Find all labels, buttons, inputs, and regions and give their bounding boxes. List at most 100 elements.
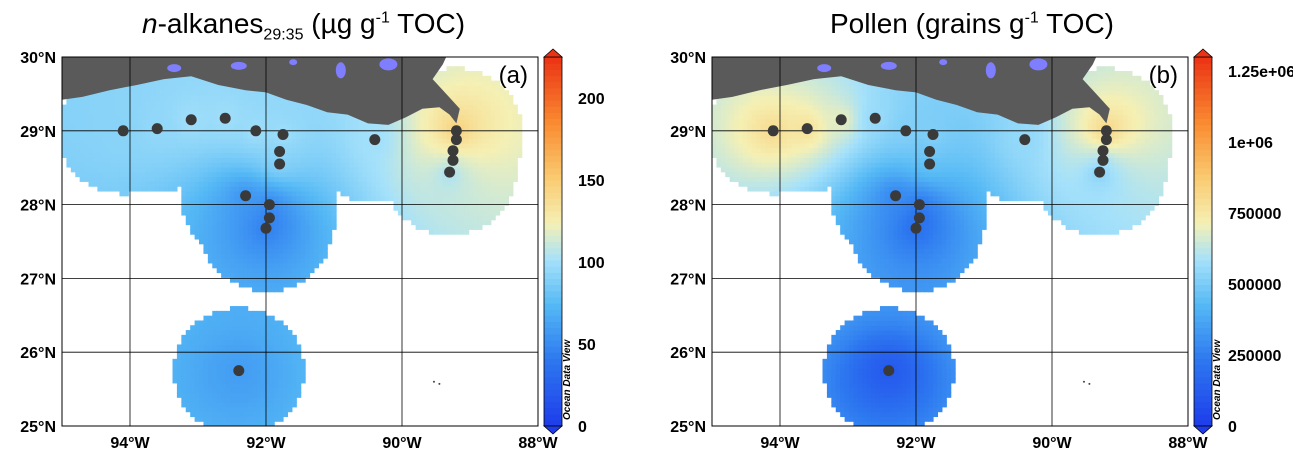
field-cell [437,152,443,158]
field-cell [840,344,846,350]
field-cell [150,99,156,106]
field-cell [517,152,523,158]
field-cell [216,186,222,192]
field-cell [163,157,169,163]
field-cell [756,128,762,134]
field-cell [194,416,200,422]
field-cell [486,128,492,134]
field-cell [216,171,222,178]
field-cell [221,190,227,197]
y-tick-label: 27°N [20,271,56,288]
field-cell [190,368,196,374]
field-cell [207,99,213,106]
field-cell [406,190,412,197]
field-cell [742,128,748,134]
field-cell [221,147,227,154]
field-cell [756,152,762,158]
field-cell [495,205,501,211]
field-cell [720,162,726,168]
field-cell [831,128,837,134]
field-cell [490,138,496,144]
field-cell [278,267,284,274]
field-cell [464,229,470,235]
field-cell [849,157,855,163]
field-cell [831,387,837,394]
field-cell [344,118,350,125]
field-cell [181,171,187,178]
field-cell [406,176,412,182]
field-cell [291,402,297,408]
field-cell [260,133,266,139]
field-cell [765,118,771,125]
field-cell [353,186,359,192]
field-cell [442,109,448,115]
field-cell [132,123,138,130]
field-cell [844,123,850,130]
field-cell [128,142,134,149]
field-cell [269,392,275,398]
field-cell [358,147,364,154]
field-cell [287,363,293,370]
field-cell [800,157,806,163]
field-cell [508,147,514,154]
field-cell [822,80,828,87]
field-cell [344,147,350,154]
field-cell [411,195,417,202]
field-cell [844,368,850,374]
field-cell [194,344,200,350]
field-cell [79,109,85,115]
field-cell [123,181,129,187]
field-cell [172,176,178,182]
field-cell [207,109,213,115]
field-cell [296,238,302,245]
field-cell [252,272,258,278]
field-cell [221,368,227,374]
field-cell [150,176,156,182]
field-cell [137,90,143,96]
field-cell [296,200,302,206]
field-cell [137,157,143,163]
field-cell [424,142,430,149]
field-cell [269,248,275,254]
field-cell [716,99,722,106]
field-cell [751,157,757,163]
field-cell [163,152,169,158]
field-cell [778,128,784,134]
field-cell [203,90,209,96]
field-cell [287,229,293,235]
field-cell [769,190,775,197]
field-cell [84,104,90,110]
field-cell [203,421,209,426]
field-cell [481,128,487,134]
field-cell [349,181,355,187]
field-cell [313,190,319,197]
field-cell [260,114,266,120]
field-cell [340,133,346,139]
field-cell [353,176,359,182]
field-cell [411,133,417,139]
field-cell [190,373,196,379]
field-cell [473,95,479,101]
field-cell [269,210,275,216]
field-cell [406,181,412,187]
field-cell [256,406,262,413]
field-cell [517,138,523,144]
field-cell [247,95,253,101]
colorbar-segment [544,296,562,304]
field-cell [331,205,337,211]
field-cell [795,186,801,192]
field-cell [835,123,841,130]
field-cell [459,166,465,173]
field-cell [459,176,465,182]
field-cell [393,138,399,144]
field-cell [88,95,94,101]
field-cell [495,80,501,87]
field-cell [168,157,174,163]
field-cell [486,200,492,206]
field-cell [504,171,510,178]
field-cell [778,157,784,163]
field-cell [318,186,324,192]
field-cell [813,128,819,134]
field-cell [424,123,430,130]
field-cell [194,75,200,82]
